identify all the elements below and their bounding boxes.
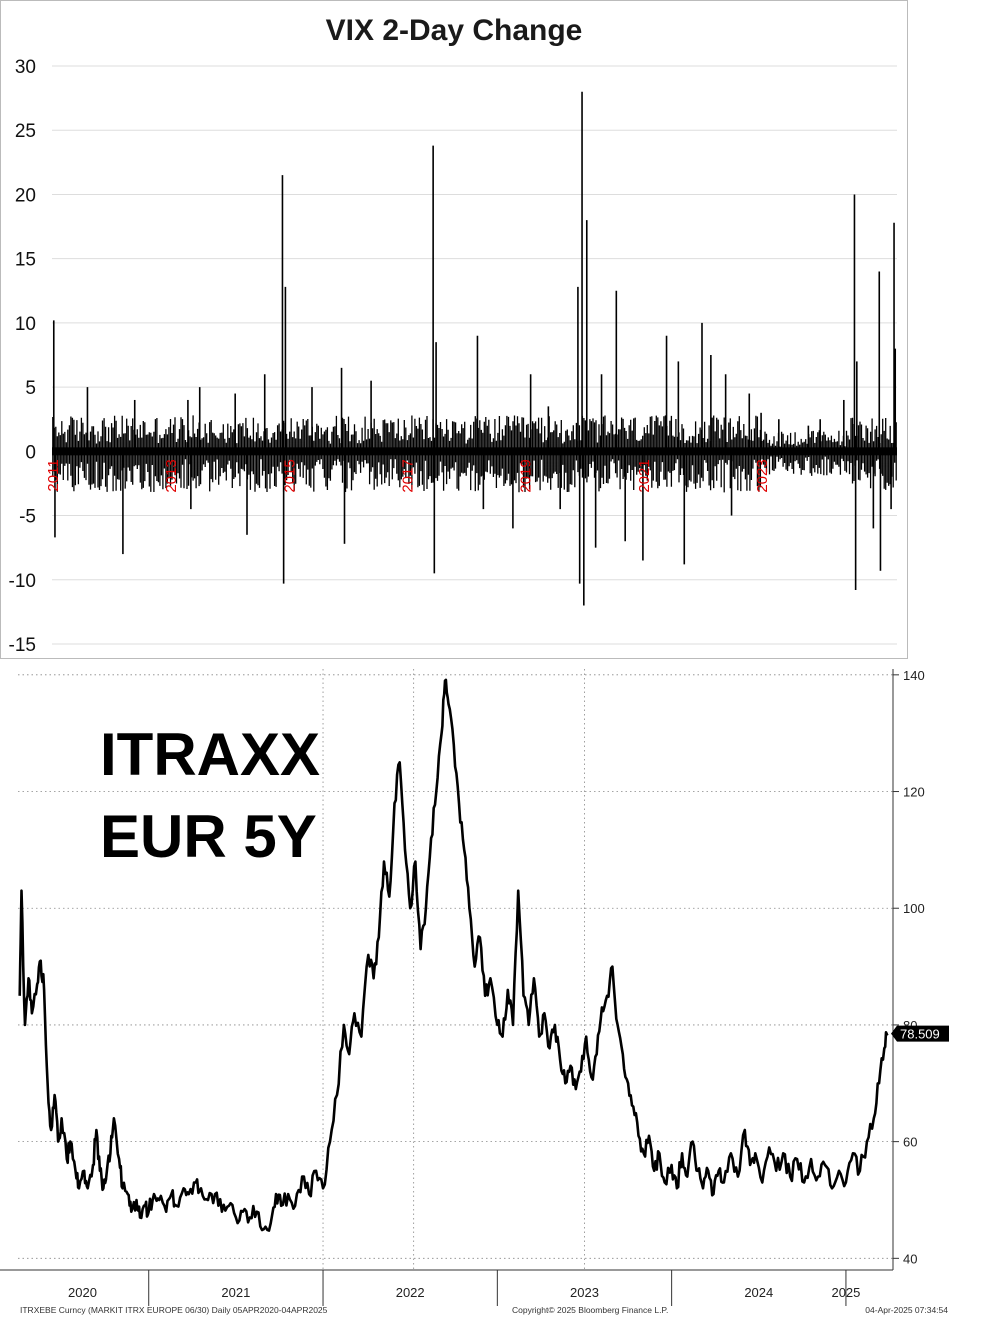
- vix-year-labels: 2011 2013 2015 2017 2019 2021 2023: [45, 459, 771, 492]
- vix-year-label: 2019: [518, 459, 535, 492]
- itraxx-y-tick-label: 120: [903, 785, 925, 800]
- vix-title: VIX 2-Day Change: [326, 14, 583, 47]
- vix-y-tick-label: -15: [9, 635, 36, 656]
- vix-frame: [0, 0, 908, 659]
- vix-year-label: 2023: [754, 459, 771, 492]
- vix-y-tick-label: 25: [15, 121, 36, 142]
- vix-y-tick-label: 10: [15, 314, 36, 335]
- vix-y-tick-label: -10: [9, 571, 36, 592]
- itraxx-footer-center: Copyright© 2025 Bloomberg Finance L.P.: [512, 1305, 668, 1315]
- vix-y-tick-label: 30: [15, 57, 36, 78]
- vix-year-label: 2021: [636, 459, 653, 492]
- itraxx-series-line: [18, 678, 889, 1232]
- itraxx-last-value-box: [891, 1025, 949, 1042]
- itraxx-x-axis: 2020 2021 2022 2023 2024 2025: [0, 1269, 893, 1306]
- vix-year-label: 2013: [163, 459, 180, 492]
- vix-year-label: 2015: [281, 459, 298, 492]
- vix-y-tick-label: 0: [25, 442, 36, 463]
- vix-year-label: 2011: [45, 459, 62, 491]
- itraxx-y-tick-label: 100: [903, 901, 925, 916]
- itraxx-last-value-tag: 78.509: [891, 1025, 949, 1042]
- vix-y-tick-label: 5: [25, 378, 36, 399]
- itraxx-title: ITRAXX EUR 5Y: [100, 721, 320, 870]
- itraxx-x-tick-label: 2021: [221, 1285, 250, 1300]
- itraxx-footer-right: 04-Apr-2025 07:34:54: [865, 1305, 948, 1315]
- vix-y-axis: 30 25 20 15 10 5 0 -5 -10 -15: [9, 57, 36, 656]
- vix-zero-band: [52, 447, 897, 456]
- vix-y-tick-label: 15: [15, 250, 36, 271]
- itraxx-y-tick-label: 140: [903, 668, 925, 683]
- itraxx-x-tick-label: 2025: [831, 1285, 860, 1300]
- itraxx-x-tick-label: 2020: [68, 1285, 97, 1300]
- vix-year-label: 2017: [400, 459, 417, 492]
- itraxx-y-tick-label: 60: [903, 1135, 917, 1150]
- itraxx-last-value-label: 78.509: [900, 1027, 940, 1042]
- itraxx-title-line-2: EUR 5Y: [100, 803, 317, 870]
- vix-bars: [52, 91, 897, 606]
- vix-y-tick-label: 20: [15, 185, 36, 206]
- itraxx-x-tick-label: 2023: [570, 1285, 599, 1300]
- itraxx-title-line-1: ITRAXX: [100, 721, 320, 788]
- itraxx-gridlines: [18, 669, 893, 1270]
- vix-y-tick-label: -5: [19, 507, 36, 528]
- itraxx-y-tick-label: 40: [903, 1251, 917, 1266]
- itraxx-footer-left: ITRXEBE Curncy (MARKIT ITRX EUROPE 06/30…: [20, 1305, 328, 1315]
- itraxx-x-tick-label: 2024: [744, 1285, 773, 1300]
- itraxx-x-tick-label: 2022: [396, 1285, 425, 1300]
